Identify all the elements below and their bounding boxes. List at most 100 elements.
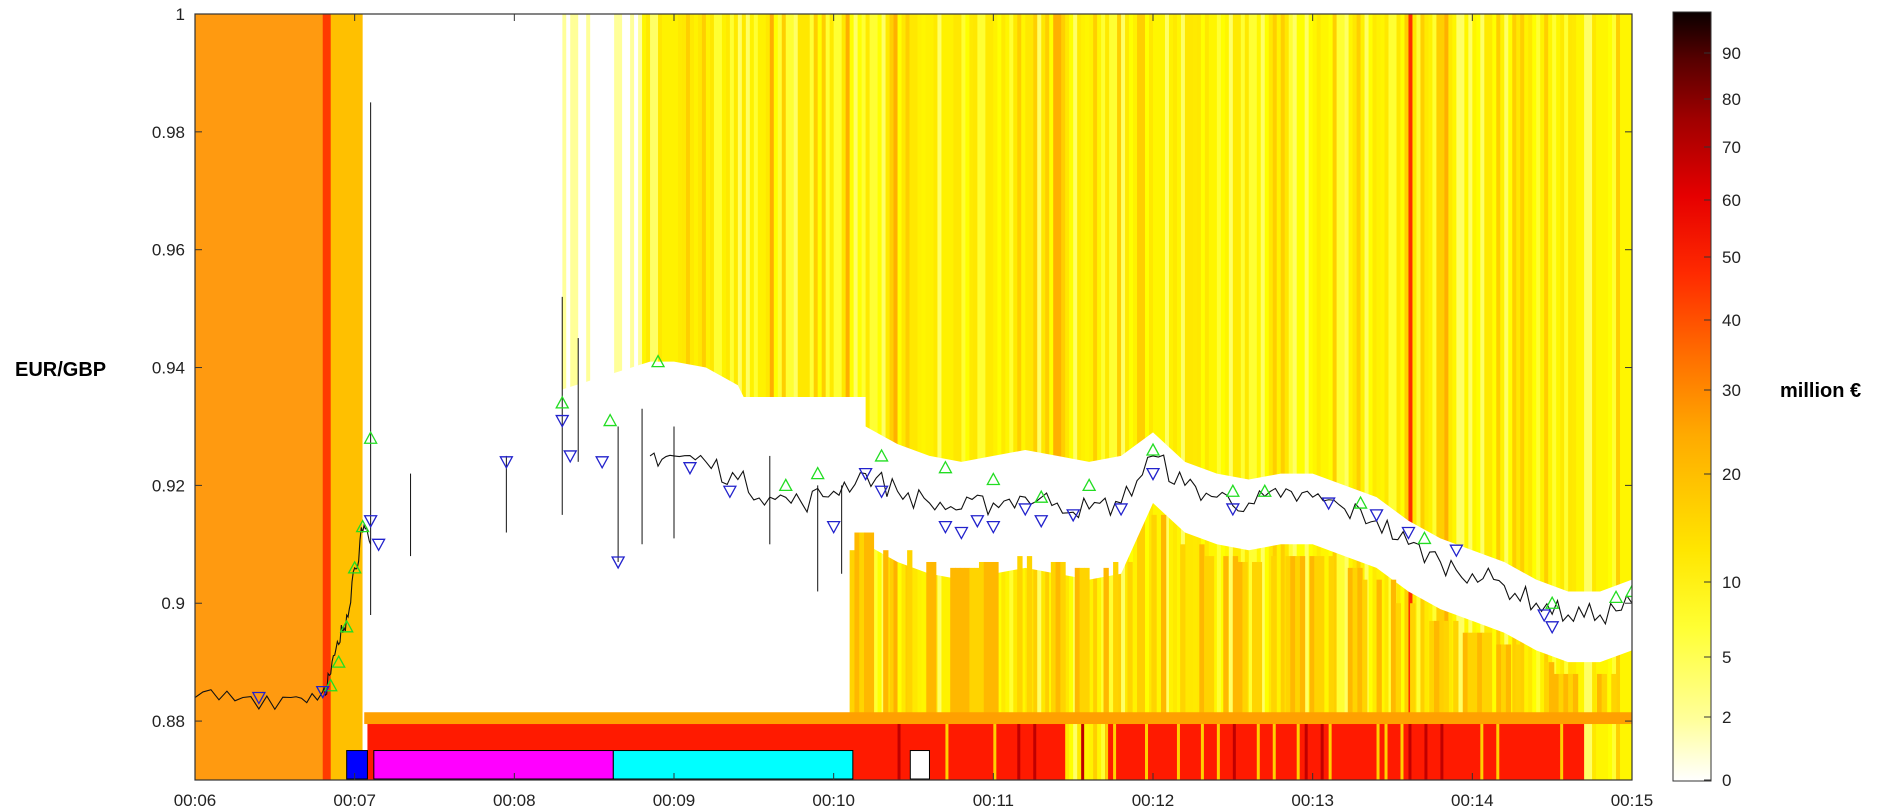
heatmap-column bbox=[202, 14, 208, 780]
volume-bar bbox=[1328, 724, 1332, 780]
empty-region bbox=[367, 397, 866, 716]
buy-marker bbox=[874, 448, 889, 462]
heatmap-column bbox=[302, 14, 308, 780]
heatmap-column bbox=[1176, 14, 1182, 780]
y-axis-label: EUR/GBP bbox=[15, 359, 106, 381]
heatmap-column bbox=[1264, 14, 1270, 780]
heatmap-cell bbox=[1271, 556, 1277, 716]
heatmap-column bbox=[1384, 14, 1390, 780]
heatmap-column bbox=[1584, 14, 1589, 780]
heatmap-column bbox=[1424, 14, 1430, 780]
heatmap-column bbox=[1276, 14, 1282, 780]
buy-marker bbox=[778, 478, 793, 492]
heatmap-cell bbox=[1477, 632, 1483, 716]
heatmap-column bbox=[214, 14, 220, 780]
colorbar-label: million € bbox=[1780, 380, 1861, 402]
buy-marker bbox=[1225, 483, 1240, 497]
heatmap-column bbox=[1053, 14, 1058, 780]
heatmap-column bbox=[1272, 14, 1278, 780]
heatmap-cell bbox=[1180, 544, 1186, 716]
heatmap-column bbox=[1184, 14, 1190, 780]
buy-marker bbox=[1353, 495, 1368, 509]
buy-marker bbox=[1034, 489, 1049, 503]
buy-marker bbox=[938, 460, 953, 474]
bottom-volume-bars bbox=[346, 712, 1632, 780]
heatmap-column bbox=[1073, 14, 1078, 780]
heatmap-cell bbox=[1084, 567, 1090, 716]
heatmap-column bbox=[1620, 14, 1625, 780]
sell-marker bbox=[1321, 497, 1336, 511]
x-tick-label: 00:11 bbox=[973, 791, 1014, 810]
y-tick-label: 0.98 bbox=[152, 123, 185, 142]
sell-marker bbox=[1145, 467, 1161, 481]
heatmap-cell bbox=[1496, 644, 1502, 716]
volume-bar bbox=[1017, 724, 1021, 780]
heatmap-column bbox=[1017, 14, 1022, 780]
y-tick-label: 0.96 bbox=[152, 241, 185, 260]
heatmap-cell bbox=[974, 567, 980, 716]
heatmap-column bbox=[1097, 14, 1102, 780]
heatmap-column bbox=[198, 14, 204, 780]
heatmap-cell bbox=[1376, 579, 1382, 716]
heatmap-column bbox=[226, 14, 232, 780]
heatmap-column bbox=[1065, 14, 1070, 780]
heatmap-column bbox=[1308, 14, 1314, 780]
heatmap-column bbox=[1496, 14, 1501, 780]
heatmap-cell bbox=[1410, 603, 1416, 716]
buy-marker bbox=[555, 395, 570, 409]
heatmap-column bbox=[1085, 14, 1090, 780]
colorbar-tick-label: 30 bbox=[1722, 381, 1741, 400]
heatmap-column bbox=[889, 14, 895, 780]
heatmap-cell bbox=[1242, 561, 1248, 716]
y-tick-label: 0.94 bbox=[152, 359, 185, 378]
heatmap-column bbox=[1041, 14, 1046, 780]
heatmap-column bbox=[1368, 14, 1374, 780]
heatmap-column bbox=[1164, 14, 1170, 780]
heatmap-column bbox=[1025, 14, 1030, 780]
heatmap-column bbox=[230, 14, 236, 780]
heatmap-cell bbox=[1050, 561, 1057, 716]
heatmap-column bbox=[1220, 14, 1226, 780]
heatmap-cell bbox=[1572, 673, 1579, 716]
heatmap-cell bbox=[1357, 567, 1363, 716]
heatmap-column bbox=[1013, 14, 1018, 780]
heatmap-column bbox=[1532, 14, 1537, 780]
heatmap-column bbox=[869, 14, 875, 780]
volume-bar bbox=[1081, 724, 1085, 780]
heatmap-column bbox=[1160, 14, 1166, 780]
volume-bar bbox=[1105, 724, 1585, 780]
heatmap-column bbox=[1488, 14, 1493, 780]
volume-bar bbox=[1113, 724, 1117, 780]
heatmap-column bbox=[1133, 14, 1138, 780]
heatmap-cell bbox=[1103, 567, 1109, 716]
heatmap-column bbox=[1588, 14, 1593, 780]
heatmap-column bbox=[1500, 14, 1505, 780]
heatmap-column bbox=[358, 14, 364, 780]
heatmap-cell bbox=[854, 532, 860, 716]
heatmap-column bbox=[1592, 14, 1597, 780]
heatmap-column bbox=[1580, 14, 1585, 780]
heatmap-column bbox=[1236, 14, 1242, 780]
heatmap-cell bbox=[1251, 561, 1258, 716]
sell-marker bbox=[611, 556, 626, 570]
heatmap-column bbox=[1560, 14, 1565, 780]
heatmap-column bbox=[893, 14, 899, 780]
heatmap-column bbox=[1564, 14, 1569, 780]
heatmap-column bbox=[338, 14, 344, 780]
buy-marker bbox=[363, 430, 378, 444]
heatmap-column bbox=[1528, 14, 1533, 780]
heatmap-column bbox=[1312, 14, 1318, 780]
heatmap-column bbox=[1172, 14, 1178, 780]
heatmap-column bbox=[1200, 14, 1206, 780]
heatmap-column bbox=[1400, 14, 1406, 780]
colorbar-tick-label: 90 bbox=[1722, 44, 1741, 63]
volume-bar bbox=[1376, 724, 1380, 780]
volume-bar bbox=[897, 724, 901, 780]
colorbar-tick-label: 50 bbox=[1722, 248, 1741, 267]
heatmap-column bbox=[1408, 14, 1414, 780]
heatmap-column bbox=[1156, 14, 1162, 780]
heatmap-column bbox=[1452, 14, 1457, 780]
heatmap-cell bbox=[1347, 567, 1354, 716]
heatmap-column bbox=[1005, 14, 1010, 780]
